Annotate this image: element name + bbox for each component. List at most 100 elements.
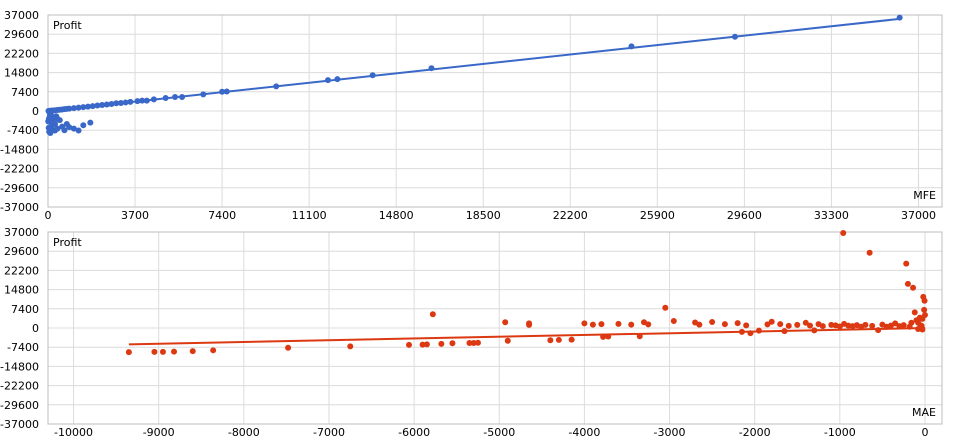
- data-point: [662, 304, 669, 311]
- data-point: [347, 343, 354, 350]
- data-point: [285, 344, 292, 351]
- data-point: [600, 333, 607, 340]
- data-point: [66, 124, 73, 131]
- x-tick-label: 33300: [814, 209, 849, 222]
- data-point: [108, 100, 115, 107]
- y-tick-label: -14800: [0, 360, 39, 373]
- y-tick-label: 29600: [4, 245, 39, 258]
- data-point: [869, 322, 876, 329]
- data-point: [61, 127, 68, 134]
- data-point: [866, 249, 873, 256]
- x-tick-label: -3000: [654, 426, 686, 439]
- data-point: [80, 104, 87, 111]
- y-tick-label: -7400: [7, 124, 39, 137]
- data-point: [598, 321, 605, 328]
- x-tick-label: 37000: [901, 209, 936, 222]
- data-point: [474, 339, 481, 346]
- data-point: [840, 230, 847, 236]
- y-tick-label: -22200: [0, 380, 39, 393]
- data-point: [589, 321, 596, 328]
- data-point: [915, 326, 922, 333]
- data-point: [862, 321, 869, 328]
- data-point: [670, 317, 677, 324]
- x-tick-label: -1000: [824, 426, 856, 439]
- x-tick-label: -8000: [228, 426, 260, 439]
- data-point: [103, 101, 110, 108]
- data-point: [731, 33, 738, 40]
- chart-1: 37000 29600 22200 14800 7400 0 -7400 -14800 -222…: [0, 226, 943, 439]
- data-point: [921, 306, 928, 313]
- y-tick-label: -37000: [0, 418, 39, 431]
- x-tick-label: -9000: [143, 426, 175, 439]
- data-point: [645, 321, 652, 328]
- trend-line: [47, 17, 900, 112]
- data-point: [734, 320, 741, 327]
- data-point: [921, 297, 928, 304]
- y-tick-label: 29600: [4, 28, 39, 41]
- x-tick-label: 18500: [466, 209, 501, 222]
- data-point: [581, 320, 588, 327]
- data-point: [438, 340, 445, 347]
- data-point: [904, 280, 911, 287]
- data-point: [117, 99, 124, 106]
- data-point: [636, 333, 643, 340]
- y-tick-label: 0: [32, 105, 39, 118]
- data-point: [743, 322, 750, 329]
- chart-0: 3700029600222001480074000-7400-14800-222…: [0, 9, 943, 222]
- x-tick-label: 7400: [208, 209, 236, 222]
- data-point: [127, 98, 134, 105]
- x-tick-label: 22200: [553, 209, 588, 222]
- data-point: [159, 348, 166, 355]
- data-point: [466, 340, 473, 347]
- data-point: [334, 76, 341, 83]
- y-tick-label: 37000: [4, 226, 39, 239]
- y-tick-label: 7400: [11, 86, 39, 99]
- data-point: [615, 320, 622, 327]
- data-point: [785, 322, 792, 329]
- data-point: [200, 91, 207, 98]
- x-tick-label: 25900: [640, 209, 675, 222]
- axis-caption: MAE: [912, 406, 936, 419]
- data-point: [526, 321, 533, 328]
- data-point: [794, 321, 801, 328]
- data-point: [45, 118, 52, 125]
- plot-frame: [47, 231, 943, 425]
- y-tick-label: -37000: [0, 201, 39, 214]
- data-point: [87, 119, 94, 126]
- x-tick-label: -10000: [54, 426, 93, 439]
- data-point: [150, 96, 157, 103]
- data-point: [755, 327, 762, 334]
- data-point: [99, 102, 106, 109]
- data-point: [45, 124, 52, 131]
- y-tick-label: -7400: [7, 341, 39, 354]
- axis-caption: MFE: [913, 189, 936, 202]
- data-point: [219, 88, 226, 95]
- data-point: [768, 318, 775, 325]
- y-tick-label: 37000: [4, 9, 39, 22]
- data-point: [781, 328, 788, 335]
- data-point: [171, 348, 178, 355]
- x-tick-label: 14800: [379, 209, 414, 222]
- data-point: [628, 321, 635, 328]
- data-point: [52, 127, 59, 134]
- data-point: [747, 330, 754, 337]
- data-point: [892, 320, 899, 327]
- data-point: [53, 113, 60, 120]
- x-tick-label: -7000: [313, 426, 345, 439]
- data-point: [819, 323, 826, 330]
- data-point: [502, 319, 509, 326]
- data-point: [94, 102, 101, 109]
- x-tick-label: -6000: [398, 426, 430, 439]
- y-tick-label: 22200: [4, 264, 39, 277]
- data-point: [910, 284, 917, 291]
- x-tick-label: 29600: [727, 209, 762, 222]
- data-point: [903, 260, 910, 267]
- data-point: [56, 117, 63, 124]
- data-point: [406, 341, 413, 348]
- data-point: [70, 105, 77, 112]
- data-point: [189, 348, 196, 355]
- data-point: [547, 337, 554, 344]
- data-point: [738, 328, 745, 335]
- data-point: [911, 309, 918, 316]
